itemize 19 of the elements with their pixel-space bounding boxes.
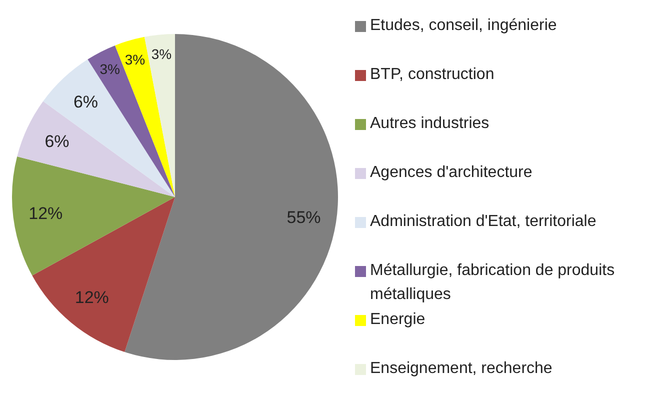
legend-label: Métallurgie, fabrication de produits métalliques bbox=[370, 261, 616, 305]
legend-label: Etudes, conseil, ingénierie bbox=[370, 16, 557, 36]
legend-label: BTP, construction bbox=[370, 65, 494, 85]
legend-label: Administration d'Etat, territoriale bbox=[370, 212, 596, 232]
pie-slice bbox=[124, 34, 338, 360]
data-label: 3% bbox=[124, 51, 146, 68]
legend-label: Autres industries bbox=[370, 114, 490, 134]
data-label: 3% bbox=[100, 61, 120, 78]
legend-label: Energie bbox=[370, 310, 426, 330]
pie-slice bbox=[144, 34, 175, 197]
legend-label: Agences d'architecture bbox=[370, 163, 532, 183]
data-label: 12% bbox=[28, 204, 63, 223]
legend-label: Enseignement, recherche bbox=[370, 359, 552, 379]
pie-slice bbox=[12, 156, 175, 276]
data-label: 55% bbox=[286, 208, 321, 227]
data-label: 6% bbox=[73, 92, 98, 112]
data-label: 3% bbox=[151, 46, 172, 62]
data-label: 6% bbox=[44, 132, 70, 151]
data-label: 12% bbox=[74, 288, 109, 307]
